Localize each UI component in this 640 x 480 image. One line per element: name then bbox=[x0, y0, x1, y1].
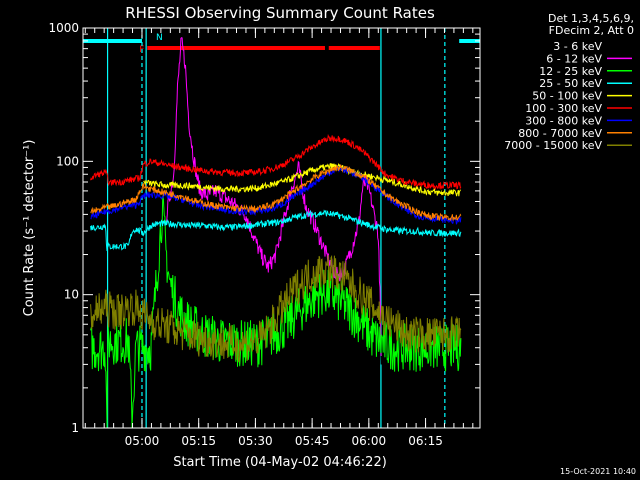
legend-entry-label: 12 - 25 keV bbox=[539, 65, 602, 78]
legend-entry-label: 25 - 50 keV bbox=[539, 77, 602, 90]
legend-entry-label: 50 - 100 keV bbox=[532, 90, 602, 103]
x-tick-label: 05:45 bbox=[295, 434, 330, 448]
flag-bars: NF bbox=[83, 33, 480, 55]
legend-entry-label: 7000 - 15000 keV bbox=[504, 139, 602, 152]
x-tick-label: 05:15 bbox=[181, 434, 216, 448]
flag-label: N bbox=[156, 33, 163, 43]
series-7000-15000-kev bbox=[90, 254, 462, 363]
x-tick-label: 05:00 bbox=[125, 434, 160, 448]
series-100-300-kev bbox=[90, 133, 462, 191]
legend-entry-label: 6 - 12 keV bbox=[546, 52, 602, 65]
legend-entry-label: 800 - 7000 keV bbox=[518, 127, 602, 140]
x-tick-label: 06:00 bbox=[352, 434, 387, 448]
legend-header: Det 1,3,4,5,6,9, bbox=[548, 12, 634, 25]
x-tick-label: 05:30 bbox=[238, 434, 273, 448]
series-25-50-kev bbox=[90, 209, 462, 251]
legend-entry-label: 100 - 300 keV bbox=[525, 102, 602, 115]
series-800-7000-kev bbox=[90, 164, 462, 222]
x-axis-label: Start Time (04-May-02 04:46:22) bbox=[173, 455, 387, 470]
y-tick-label: 1000 bbox=[48, 21, 79, 35]
legend: Det 1,3,4,5,6,9,FDecim 2, Att 0 3 - 6 keV… bbox=[504, 12, 634, 152]
chart-title: RHESSI Observing Summary Count Rates bbox=[125, 4, 435, 22]
series-50-100-kev bbox=[143, 162, 461, 197]
plot-frame bbox=[82, 27, 481, 429]
x-tick-label: 06:15 bbox=[408, 434, 443, 448]
series-lines bbox=[90, 37, 462, 429]
y-tick-label: 1 bbox=[71, 421, 79, 435]
legend-entry-label: 3 - 6 keV bbox=[553, 40, 602, 53]
y-tick-label: 10 bbox=[64, 288, 79, 302]
y-axis-label: Count Rate (s⁻¹ detector⁻¹) bbox=[22, 140, 37, 317]
y-tick-label: 100 bbox=[56, 154, 79, 168]
y-axis: 1 10 100 1000 bbox=[48, 21, 480, 435]
legend-header: FDecim 2, Att 0 bbox=[549, 24, 634, 37]
legend-entry-label: 300 - 800 keV bbox=[525, 114, 602, 127]
timestamp: 15-Oct-2021 10:40 bbox=[560, 467, 636, 476]
x-axis: 05:00 05:15 05:30 05:45 06:00 06:15 bbox=[84, 28, 474, 448]
